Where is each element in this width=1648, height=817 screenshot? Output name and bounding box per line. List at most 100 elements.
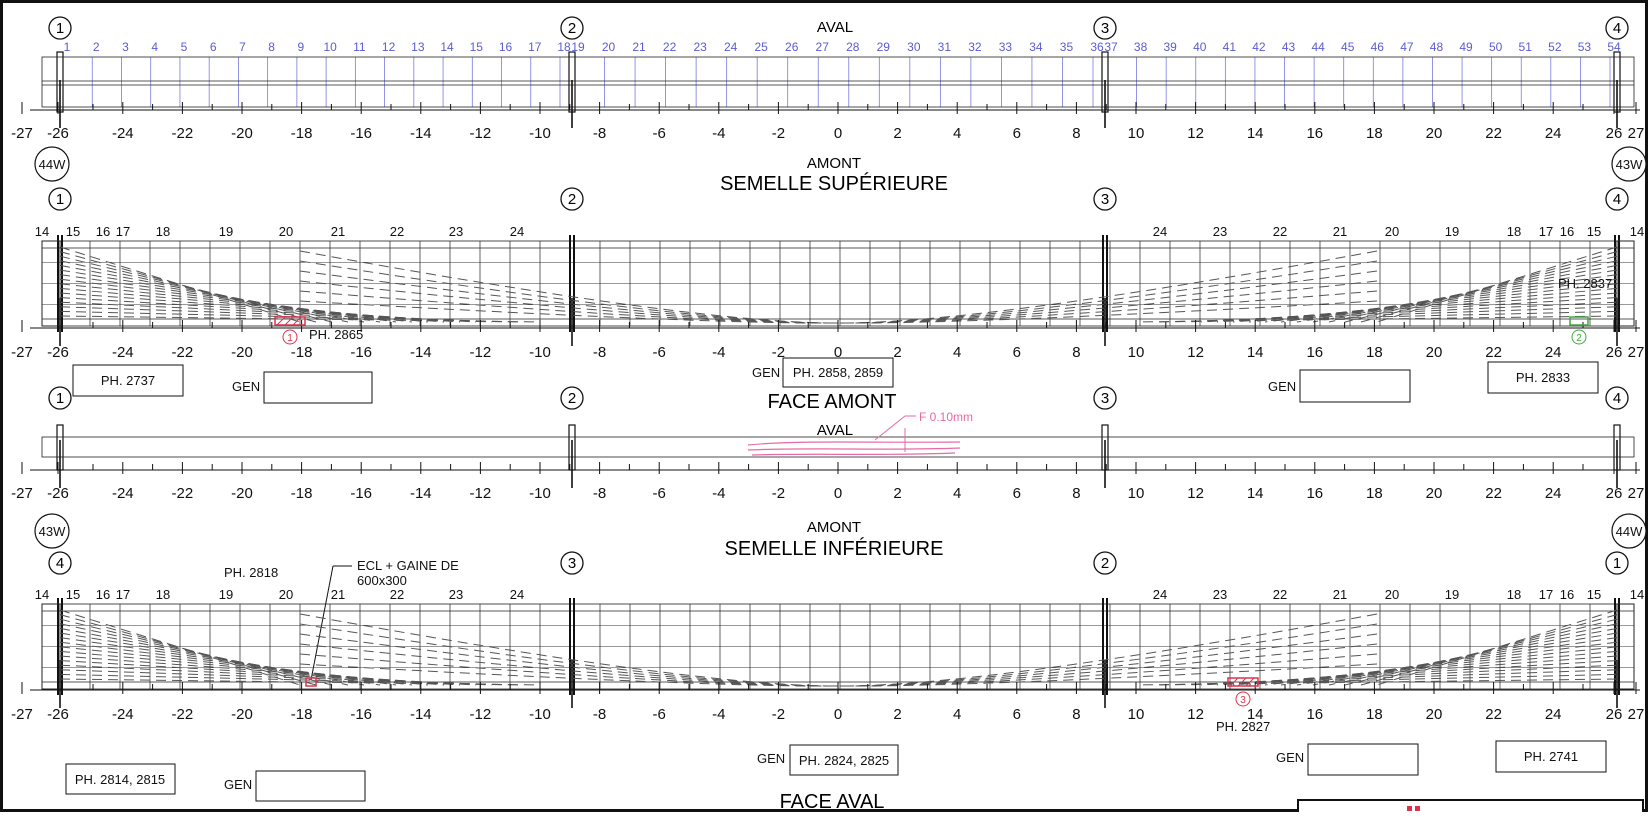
axis-tick-label: 14 xyxy=(1247,485,1264,502)
rib-label: 17 xyxy=(116,587,130,602)
axis-tick-label: 24 xyxy=(1545,344,1562,361)
bay-number: 20 xyxy=(602,40,616,54)
bay-number: 5 xyxy=(181,40,188,54)
axis-tick-label: 22 xyxy=(1485,344,1502,361)
axis-tick-label: -20 xyxy=(231,344,253,361)
axis-tick-label: 27 xyxy=(1628,485,1645,502)
photo-box-2814: PH. 2814, 2815 xyxy=(66,764,175,794)
axis-tick-label: -24 xyxy=(112,125,134,142)
axis-tick-label: 4 xyxy=(953,125,961,142)
rib-label: 22 xyxy=(1273,224,1287,239)
photo-box-2858: PH. 2858, 2859 xyxy=(783,358,893,387)
axis-tick-label: -6 xyxy=(653,485,666,502)
pier-bubble-label: 4 xyxy=(1613,20,1621,37)
bay-number: 17 xyxy=(528,40,542,54)
bay-number: 30 xyxy=(907,40,921,54)
pier-bubble-label: 3 xyxy=(1101,20,1109,37)
rib-label: 16 xyxy=(1560,587,1574,602)
gen-box-empty xyxy=(264,372,372,403)
axis-tick-label: -2 xyxy=(772,125,785,142)
title-block-logo xyxy=(1415,806,1420,811)
bay-number: 3 xyxy=(122,40,129,54)
axis-tick-label: -8 xyxy=(593,706,606,723)
axis-tick-label: 26 xyxy=(1606,344,1623,361)
bay-number: 51 xyxy=(1519,40,1533,54)
axis-tick-label: -22 xyxy=(172,125,194,142)
bay-number: 33 xyxy=(999,40,1013,54)
axis-tick-label: 12 xyxy=(1187,706,1204,723)
axis-tick-label: 20 xyxy=(1426,125,1443,142)
photo-box-label: PH. 2741 xyxy=(1524,749,1578,764)
axis-tick-label: 20 xyxy=(1426,485,1443,502)
axis-tick-label: -8 xyxy=(593,485,606,502)
bay-number: 22 xyxy=(663,40,677,54)
bay-number: 34 xyxy=(1029,40,1043,54)
bay-number: 40 xyxy=(1193,40,1207,54)
pier-bubble-label: 1 xyxy=(56,390,64,407)
axis-tick-label: 6 xyxy=(1013,344,1021,361)
rib-label: 15 xyxy=(66,587,80,602)
axis-tick-label: -14 xyxy=(410,485,432,502)
photo-box-2741: PH. 2741 xyxy=(1496,741,1606,772)
axis-tick-label: 2 xyxy=(893,485,901,502)
rib-label: 23 xyxy=(449,224,463,239)
rib-label: 18 xyxy=(1507,587,1521,602)
photo-box-label: PH. 2814, 2815 xyxy=(75,772,165,787)
axis-tick-label: -10 xyxy=(529,485,551,502)
axis-tick-label: 14 xyxy=(1247,125,1264,142)
rib-label: 21 xyxy=(1333,224,1347,239)
rib-label: 16 xyxy=(1560,224,1574,239)
bay-number: 42 xyxy=(1252,40,1266,54)
axis-tick-label: 10 xyxy=(1128,485,1145,502)
rib-label: 14 xyxy=(1630,224,1644,239)
axis-tick-label: 18 xyxy=(1366,344,1383,361)
axis-tick-label: 24 xyxy=(1545,125,1562,142)
axis-tick-label: -26 xyxy=(47,125,69,142)
gen-label: GEN xyxy=(1268,379,1296,394)
axis-tick-label: -20 xyxy=(231,485,253,502)
axis-tick-label: -24 xyxy=(112,706,134,723)
axis-tick-label: -16 xyxy=(350,706,372,723)
axis-tick-label: 24 xyxy=(1545,706,1562,723)
axis-tick-label: 18 xyxy=(1366,485,1383,502)
bay-number: 39 xyxy=(1163,40,1177,54)
bay-number: 11 xyxy=(353,40,366,54)
end-label-text: 44W xyxy=(1616,524,1643,539)
axis-tick-label: -27 xyxy=(11,125,33,142)
axis-tick-label: -2 xyxy=(772,706,785,723)
axis-tick-label: -6 xyxy=(653,706,666,723)
axis-tick-label: -18 xyxy=(291,344,313,361)
axis-tick-label: 18 xyxy=(1366,706,1383,723)
bay-number: 23 xyxy=(693,40,707,54)
rib-label: 19 xyxy=(1445,224,1459,239)
rib-label: 22 xyxy=(1273,587,1287,602)
bay-number: 32 xyxy=(968,40,982,54)
axis-tick-label: -26 xyxy=(47,344,69,361)
bay-number: 49 xyxy=(1459,40,1473,54)
face-aval-title: FACE AVAL xyxy=(780,791,885,812)
bay-number: 47 xyxy=(1400,40,1414,54)
rib-label: 17 xyxy=(1539,587,1553,602)
bay-number: 29 xyxy=(877,40,891,54)
rib-label: 17 xyxy=(116,224,130,239)
end-label-44w-top: 44W xyxy=(35,147,69,181)
axis-tick-label: -24 xyxy=(112,344,134,361)
axis-tick-label: -20 xyxy=(231,125,253,142)
rib-label: 23 xyxy=(1213,587,1227,602)
axis-tick-label: 27 xyxy=(1628,125,1645,142)
axis-tick-label: 2 xyxy=(893,706,901,723)
rib-label: 14 xyxy=(1630,587,1644,602)
axis-tick-label: 0 xyxy=(834,485,842,502)
gen-box-empty xyxy=(1308,744,1418,775)
axis-tick-label: -24 xyxy=(112,485,134,502)
axis-tick-label: 0 xyxy=(834,706,842,723)
axis-tick-label: 12 xyxy=(1187,485,1204,502)
axis-tick-label: -8 xyxy=(593,125,606,142)
axis-tick-label: -4 xyxy=(712,125,725,142)
bay-number: 48 xyxy=(1430,40,1444,54)
pier-bubble-label: 2 xyxy=(568,390,576,407)
axis-tick-label: -14 xyxy=(410,706,432,723)
bay-number: 50 xyxy=(1489,40,1503,54)
end-label-text: 43W xyxy=(1616,157,1643,172)
title-block-logo xyxy=(1407,806,1412,811)
